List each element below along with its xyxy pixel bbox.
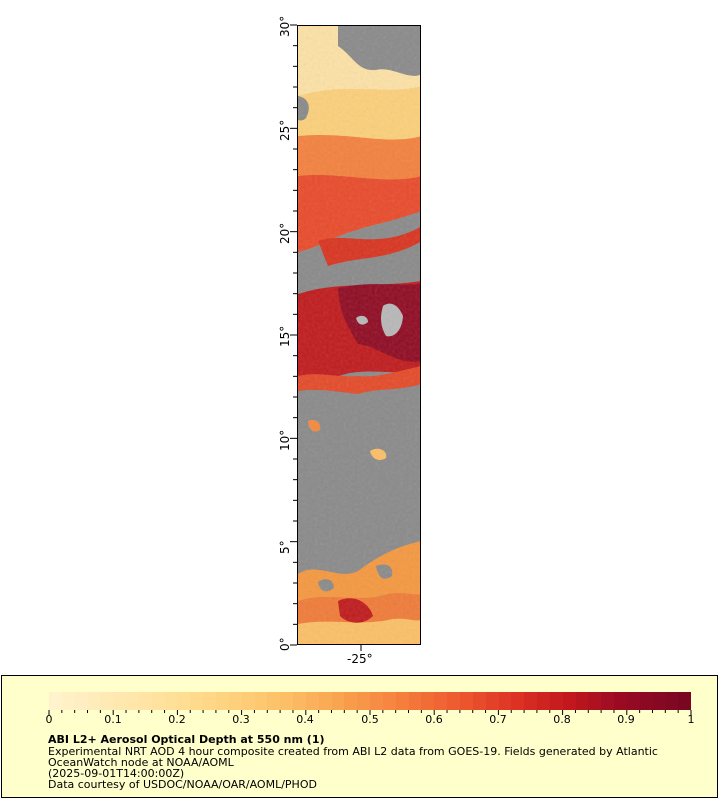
legend-description-line1: Experimental NRT AOD 4 hour composite cr… — [48, 745, 658, 758]
colorbar-swatch — [447, 692, 460, 710]
colorbar-swatch — [267, 692, 281, 710]
colorbar-swatch — [138, 692, 152, 710]
lat-label-0: 0° — [278, 637, 292, 651]
colorbar-swatch — [254, 692, 268, 710]
aod-field — [298, 26, 420, 644]
colorbar-tick-0.6: 0.6 — [425, 713, 443, 726]
colorbar-tick-0.4: 0.4 — [296, 713, 314, 726]
colorbar-swatch — [537, 692, 550, 710]
colorbar-swatch — [164, 692, 178, 710]
colorbar-swatch — [408, 692, 422, 710]
colorbar-swatch — [601, 692, 615, 710]
legend-credit: Data courtesy of USDOC/NOAA/OAR/AOML/PHO… — [48, 778, 317, 791]
colorbar-swatch — [421, 692, 435, 710]
colorbar-swatch — [280, 692, 294, 710]
colorbar-swatch — [626, 692, 640, 710]
colorbar — [49, 692, 692, 710]
colorbar-tick-0.7: 0.7 — [489, 713, 507, 726]
legend-title: ABI L2+ Aerosol Optical Depth at 550 nm … — [48, 733, 325, 746]
colorbar-swatch — [215, 692, 229, 710]
colorbar-swatch — [74, 692, 88, 710]
colorbar-swatch — [395, 692, 409, 710]
colorbar-swatch — [549, 692, 563, 710]
colorbar-swatch — [151, 692, 165, 710]
colorbar-swatch — [485, 692, 499, 710]
colorbar-swatch — [177, 692, 191, 710]
colorbar-swatch — [203, 692, 216, 710]
lat-label-10: 10° — [278, 429, 292, 451]
colorbar-tick-0.8: 0.8 — [553, 713, 571, 726]
colorbar-swatch — [357, 692, 371, 710]
colorbar-swatch — [524, 692, 538, 710]
colorbar-swatch — [305, 692, 319, 710]
lat-label-20: 20° — [278, 222, 292, 244]
colorbar-tick-1: 1 — [687, 713, 695, 726]
colorbar-swatch — [126, 692, 139, 710]
colorbar-swatch — [382, 692, 396, 710]
colorbar-tick-0: 0 — [45, 713, 53, 726]
colorbar-tick-0.9: 0.9 — [617, 713, 635, 726]
colorbar-swatch — [460, 692, 473, 710]
colorbar-swatch — [370, 692, 383, 710]
colorbar-swatch — [113, 692, 127, 710]
colorbar-swatch — [614, 692, 627, 710]
legend-timestamp: (2025-09-01T14:00:00Z) — [48, 767, 185, 780]
aod-map — [297, 25, 421, 645]
colorbar-swatch — [652, 692, 666, 710]
colorbar-swatch — [100, 692, 114, 710]
colorbar-ticks — [48, 710, 692, 715]
colorbar-swatch — [562, 692, 576, 710]
lon-label-minus25: -25° — [347, 652, 373, 666]
colorbar-swatch — [61, 692, 75, 710]
lat-label-5: 5° — [278, 540, 292, 554]
colorbar-swatch — [498, 692, 512, 710]
colorbar-tick-0.1: 0.1 — [104, 713, 122, 726]
legend-description-line2: OceanWatch node at NOAA/AOML — [48, 756, 234, 769]
colorbar-tick-0.3: 0.3 — [232, 713, 250, 726]
colorbar-swatch — [87, 692, 101, 710]
colorbar-swatch — [575, 692, 589, 710]
colorbar-swatch — [678, 692, 692, 710]
colorbar-tick-0.2: 0.2 — [168, 713, 186, 726]
lat-label-30: 30° — [278, 15, 292, 37]
colorbar-swatch — [241, 692, 255, 710]
colorbar-swatch — [588, 692, 602, 710]
colorbar-swatch — [331, 692, 345, 710]
colorbar-swatch — [318, 692, 332, 710]
colorbar-swatch — [472, 692, 486, 710]
colorbar-swatch — [639, 692, 653, 710]
lat-label-25: 25° — [278, 119, 292, 141]
lat-label-15: 15° — [278, 325, 292, 347]
colorbar-tick-0.5: 0.5 — [361, 713, 379, 726]
colorbar-swatch — [434, 692, 448, 710]
colorbar-swatch — [190, 692, 204, 710]
colorbar-swatch — [665, 692, 679, 710]
colorbar-swatch — [293, 692, 306, 710]
colorbar-swatch — [228, 692, 242, 710]
colorbar-swatch — [511, 692, 525, 710]
colorbar-swatch — [49, 692, 62, 710]
legend-panel: 0 0.1 0.2 0.3 0.4 0.5 0.6 0.7 0.8 0.9 1 … — [1, 675, 718, 798]
colorbar-swatch — [344, 692, 358, 710]
